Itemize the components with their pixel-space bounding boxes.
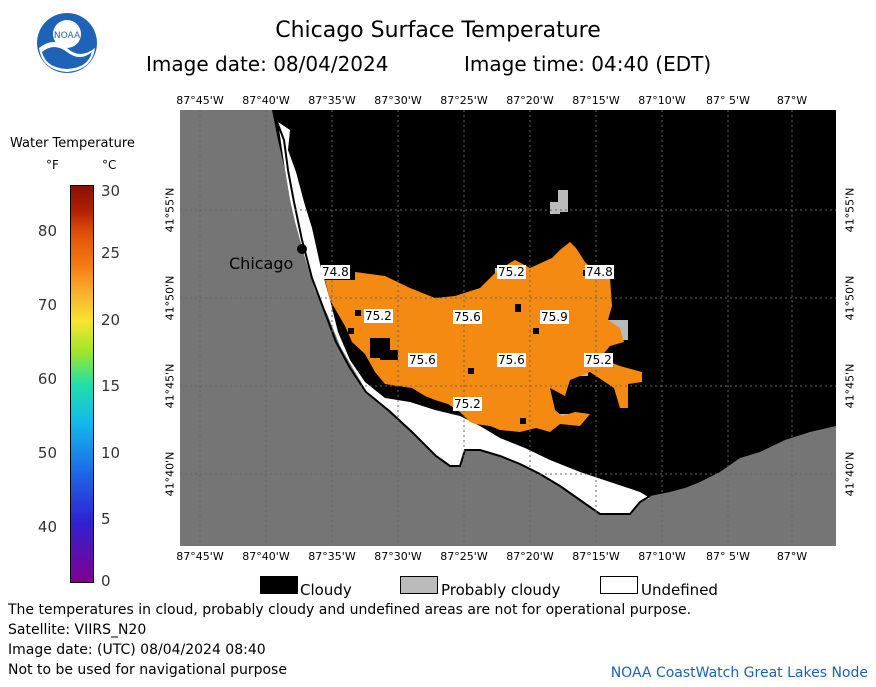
temp-label: 75.6: [453, 310, 482, 324]
temp-label: 74.8: [585, 265, 614, 279]
image-date: Image date: 08/04/2024: [146, 52, 389, 76]
footer-disclaimer: The temperatures in cloud, probably clou…: [8, 602, 692, 618]
grid-lines: [180, 110, 836, 546]
temp-label: 75.2: [584, 353, 613, 367]
f-tick: 70: [37, 296, 57, 314]
c-tick: 0: [101, 572, 111, 590]
legend-title: Water Temperature: [10, 136, 135, 151]
lon-label-top: 87°25'W: [440, 94, 488, 107]
undefined-label: Undefined: [641, 581, 718, 599]
temp-label: 75.9: [540, 310, 569, 324]
lon-label-top: 87° 5'W: [706, 94, 750, 107]
probably-cloudy-label: Probably cloudy: [441, 581, 561, 599]
chicago-marker: [297, 244, 307, 254]
f-tick: 80: [37, 222, 57, 240]
lon-label-bottom: 87°40'W: [242, 550, 290, 563]
footer-nav-warning: Not to be used for navigational purpose: [8, 662, 287, 678]
lon-label-bottom: 87°45'W: [176, 550, 224, 563]
lat-label-left: 41°40'N: [163, 451, 177, 497]
lon-label-top: 87°15'W: [572, 94, 620, 107]
lon-label-bottom: 87° 5'W: [706, 550, 750, 563]
c-tick: 25: [101, 244, 121, 262]
footer-credit: NOAA CoastWatch Great Lakes Node: [610, 665, 868, 681]
f-tick: 40: [37, 518, 57, 536]
temp-label: 75.2: [453, 397, 482, 411]
unit-c: °C: [102, 158, 117, 172]
lat-label-right: 41°55'N: [843, 187, 857, 233]
lon-label-top: 87°40'W: [242, 94, 290, 107]
lon-label-bottom: 87°20'W: [506, 550, 554, 563]
noaa-logo: NOAA: [37, 13, 97, 73]
cloudy-label: Cloudy: [300, 581, 352, 599]
noaa-logo-text: NOAA: [54, 31, 81, 41]
footer-utc-date: Image date: (UTC) 08/04/2024 08:40: [8, 642, 266, 658]
f-tick: 60: [37, 370, 57, 388]
color-scale-bar: [70, 185, 94, 583]
unit-f: °F: [46, 158, 59, 172]
lon-label-top: 87°20'W: [506, 94, 554, 107]
temperature-map: [180, 110, 836, 546]
temp-label: 75.6: [497, 353, 526, 367]
lon-label-top: 87°W: [776, 94, 808, 107]
temp-label: 75.6: [408, 353, 437, 367]
lon-label-bottom: 87°35'W: [308, 550, 356, 563]
city-label: Chicago: [229, 254, 294, 273]
lon-label-top: 87°45'W: [176, 94, 224, 107]
c-tick: 15: [101, 377, 121, 395]
lon-label-bottom: 87°15'W: [572, 550, 620, 563]
image-time: Image time: 04:40 (EDT): [464, 52, 712, 76]
lon-label-bottom: 87°10'W: [638, 550, 686, 563]
probably-cloudy-swatch: [400, 576, 438, 594]
undefined-swatch: [600, 576, 638, 594]
footer-satellite: Satellite: VIIRS_N20: [8, 622, 147, 638]
f-tick: 50: [37, 444, 57, 462]
c-tick: 5: [101, 510, 111, 528]
lon-label-bottom: 87°25'W: [440, 550, 488, 563]
lon-label-bottom: 87°W: [776, 550, 808, 563]
lon-label-top: 87°30'W: [374, 94, 422, 107]
lat-label-right: 41°40'N: [843, 451, 857, 497]
lat-label-right: 41°45'N: [843, 363, 857, 409]
temp-label: 75.2: [497, 265, 526, 279]
lat-label-left: 41°55'N: [163, 187, 177, 233]
warm-water-area: [325, 242, 642, 432]
c-tick: 30: [101, 182, 121, 200]
temp-label: 75.2: [364, 309, 393, 323]
lat-label-right: 41°50'N: [843, 275, 857, 321]
cloudy-swatch: [260, 576, 298, 594]
lon-label-top: 87°10'W: [638, 94, 686, 107]
map-title: Chicago Surface Temperature: [275, 18, 601, 43]
lat-label-left: 41°45'N: [163, 363, 177, 409]
temp-label: 74.8: [321, 265, 350, 279]
lon-label-top: 87°35'W: [308, 94, 356, 107]
c-tick: 10: [101, 444, 121, 462]
c-tick: 20: [101, 311, 121, 329]
lat-label-left: 41°50'N: [163, 275, 177, 321]
lon-label-bottom: 87°30'W: [374, 550, 422, 563]
